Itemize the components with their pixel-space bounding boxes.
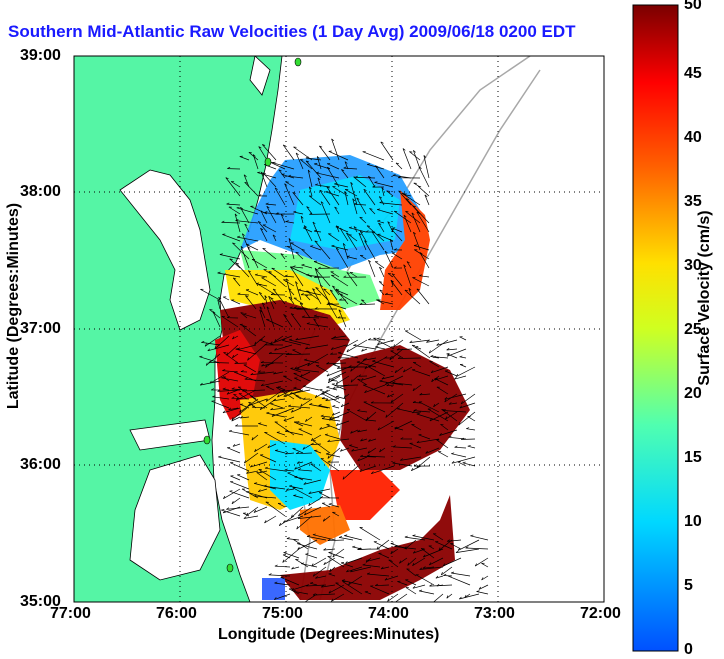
colorbar xyxy=(632,4,679,652)
y-tick-label: 38:00 xyxy=(20,183,61,200)
y-tick-label: 39:00 xyxy=(20,47,61,64)
x-axis-label: Longitude (Degrees:Minutes) xyxy=(218,626,440,643)
x-tick-label: 77:00 xyxy=(50,605,91,622)
gridlines xyxy=(74,56,604,602)
colorbar-tick-label: 40 xyxy=(684,129,702,146)
station-markers xyxy=(203,57,302,573)
colorbar-tick-label: 20 xyxy=(684,385,702,402)
colorbar-tick-label: 35 xyxy=(684,193,702,210)
velocity-field xyxy=(215,155,470,600)
colorbar-tick-label: 50 xyxy=(684,0,702,13)
x-tick-label: 72:00 xyxy=(580,605,621,622)
x-tick-label: 74:00 xyxy=(368,605,409,622)
colorbar-label: Surface Velocity (cm/s) xyxy=(696,210,713,386)
y-axis-label: Latitude (Degrees:Minutes) xyxy=(5,202,22,410)
colorbar-tick-label: 15 xyxy=(684,449,702,466)
colorbar-tick-label: 25 xyxy=(684,321,702,338)
delaware-bay xyxy=(249,56,271,96)
y-tick-label: 35:00 xyxy=(20,593,61,610)
map-title: Southern Mid-Atlantic Raw Velocities (1 … xyxy=(8,22,576,41)
x-tick-label: 75:00 xyxy=(262,605,303,622)
y-tick-label: 36:00 xyxy=(20,456,61,473)
colorbar-tick-label: 45 xyxy=(684,65,702,82)
colorbar-tick-label: 10 xyxy=(684,513,702,530)
colorbar-tick-label: 5 xyxy=(684,577,693,594)
x-tick-label: 73:00 xyxy=(474,605,515,622)
colorbar-tick-label: 30 xyxy=(684,257,702,274)
colorbar-tick-label: 0 xyxy=(684,641,693,658)
x-tick-label: 76:00 xyxy=(156,605,197,622)
chesapeake-bay xyxy=(119,169,211,331)
pamlico-sound xyxy=(129,454,221,581)
y-tick-label: 37:00 xyxy=(20,320,61,337)
velocity-vectors xyxy=(199,138,489,602)
plot-frame xyxy=(73,55,605,603)
